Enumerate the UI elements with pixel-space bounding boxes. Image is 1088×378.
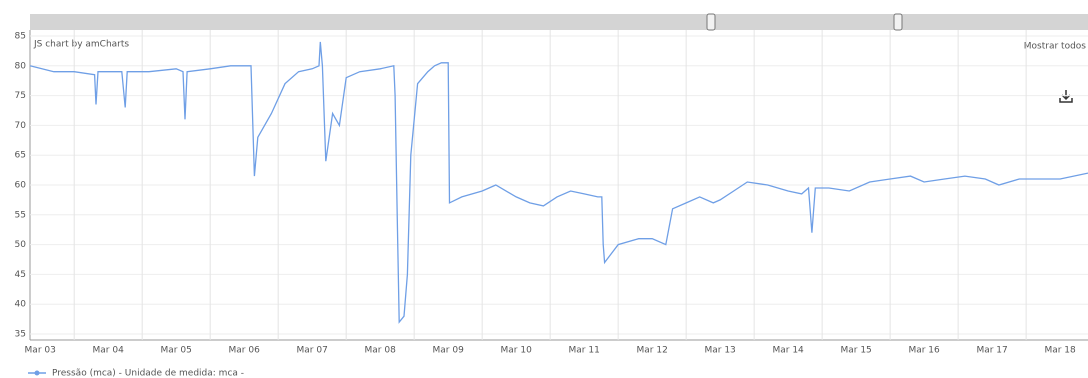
x-tick-label: Mar 11 bbox=[569, 346, 600, 356]
y-tick-label: 55 bbox=[15, 210, 26, 220]
x-tick-label: Mar 14 bbox=[772, 346, 804, 356]
y-tick-label: 70 bbox=[15, 121, 27, 131]
y-tick-label: 60 bbox=[15, 181, 27, 191]
y-tick-label: 45 bbox=[15, 270, 26, 280]
credit[interactable]: JS chart by amCharts bbox=[33, 40, 129, 50]
y-tick-label: 85 bbox=[15, 31, 26, 41]
x-tick-label: Mar 05 bbox=[161, 346, 192, 356]
y-tick-label: 75 bbox=[15, 91, 26, 101]
x-tick-label: Mar 09 bbox=[433, 346, 465, 356]
scrollbar[interactable] bbox=[30, 14, 1088, 30]
y-tick-label: 35 bbox=[15, 330, 26, 340]
data-line bbox=[29, 41, 1088, 324]
x-tick-label: Mar 15 bbox=[840, 346, 871, 356]
zoom-out-button[interactable]: Mostrar todos bbox=[1024, 42, 1087, 52]
x-tick-label: Mar 04 bbox=[93, 346, 125, 356]
x-tick-label: Mar 06 bbox=[229, 346, 261, 356]
x-tick-label: Mar 10 bbox=[501, 346, 533, 356]
y-tick-label: 40 bbox=[15, 300, 27, 310]
x-tick-label: Mar 18 bbox=[1044, 346, 1076, 356]
scroll-handle[interactable] bbox=[893, 13, 903, 31]
y-tick-label: 80 bbox=[15, 61, 27, 71]
export-icon[interactable] bbox=[1059, 90, 1073, 103]
x-tick-label: Mar 17 bbox=[976, 346, 1007, 356]
scroll-handle[interactable] bbox=[706, 13, 716, 31]
x-tick-label: Mar 13 bbox=[704, 346, 735, 356]
legend-label: Pressão (mca) - Unidade de medida: mca - bbox=[52, 369, 244, 378]
x-tick-label: Mar 16 bbox=[908, 346, 940, 356]
x-tick-label: Mar 12 bbox=[637, 346, 668, 356]
y-tick-label: 50 bbox=[15, 240, 27, 250]
x-tick-label: Mar 08 bbox=[365, 346, 397, 356]
y-tick-label: 65 bbox=[15, 151, 26, 161]
x-tick-label: Mar 03 bbox=[25, 346, 56, 356]
x-tick-label: Mar 07 bbox=[297, 346, 328, 356]
legend-marker bbox=[34, 370, 40, 376]
